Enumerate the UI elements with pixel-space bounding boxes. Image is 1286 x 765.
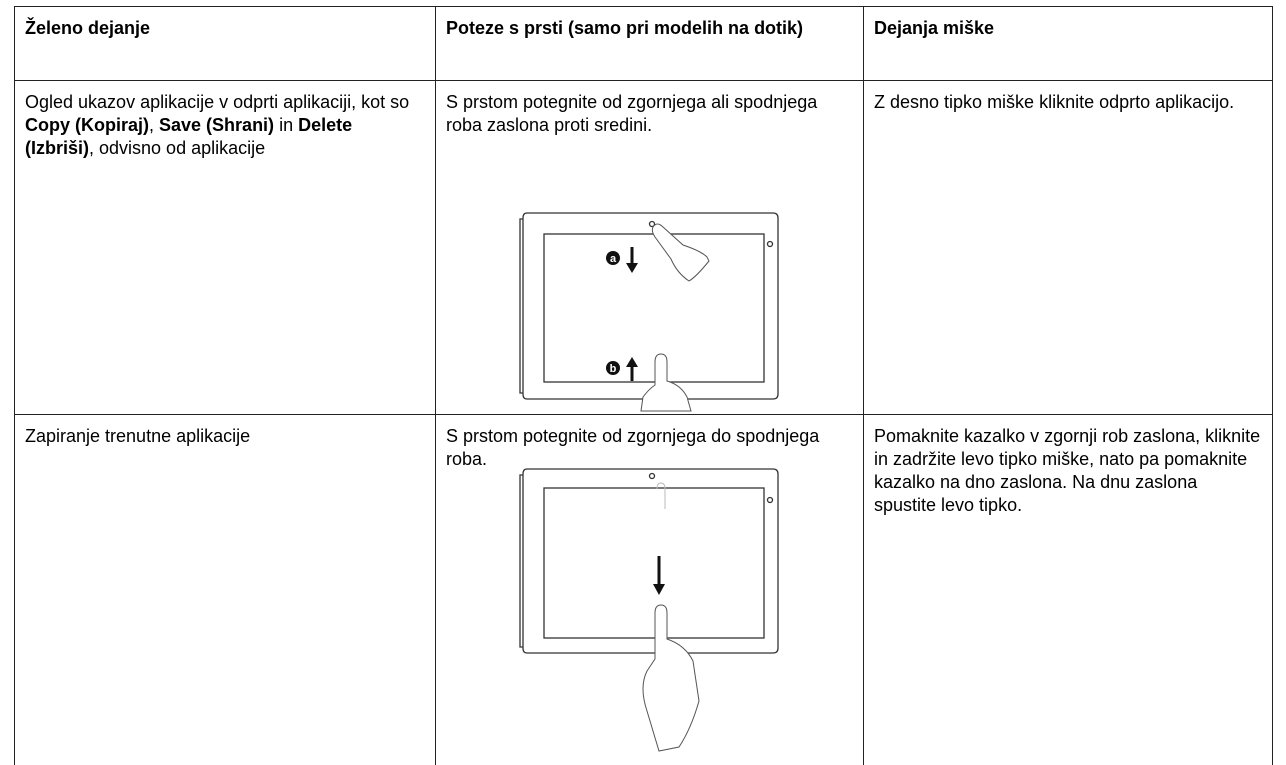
tablet-illustration — [511, 461, 786, 763]
table-cell: S prstom potegnite od zgornjega ali spod… — [436, 81, 864, 415]
bold-run: Save (Shrani) — [159, 115, 274, 135]
step-label: b — [610, 363, 617, 375]
table-cell: Ogled ukazov aplikacije v odprti aplikac… — [15, 81, 436, 415]
text-run: , odvisno od aplikacije — [89, 138, 265, 158]
header-row: Želeno dejanje Poteze s prsti (samo pri … — [15, 7, 1273, 81]
table-cell: Z desno tipko miške kliknite odprto apli… — [864, 81, 1273, 415]
table-cell: Zapiranje trenutne aplikacije — [15, 415, 436, 765]
header-cell: Dejanja miške — [864, 7, 1273, 81]
bold-run: Copy (Kopiraj) — [25, 115, 149, 135]
table-cell: S prstom potegnite od zgornjega do spodn… — [436, 415, 864, 765]
text-run: in — [274, 115, 298, 135]
gesture-table: Želeno dejanje Poteze s prsti (samo pri … — [14, 6, 1273, 765]
table-cell: Pomaknite kazalko v zgornji rob zaslona,… — [864, 415, 1273, 765]
text-run: Ogled ukazov aplikacije v odprti aplikac… — [25, 92, 409, 112]
cell-text: S prstom potegnite od zgornjega ali spod… — [446, 91, 853, 137]
table-row: Zapiranje trenutne aplikacije S prstom p… — [15, 415, 1273, 765]
step-label: a — [610, 253, 617, 265]
table-row: Ogled ukazov aplikacije v odprti aplikac… — [15, 81, 1273, 415]
header-cell: Poteze s prsti (samo pri modelih na doti… — [436, 7, 864, 81]
text-run: , — [149, 115, 159, 135]
tablet-illustration: a b — [511, 205, 786, 415]
header-cell: Želeno dejanje — [15, 7, 436, 81]
